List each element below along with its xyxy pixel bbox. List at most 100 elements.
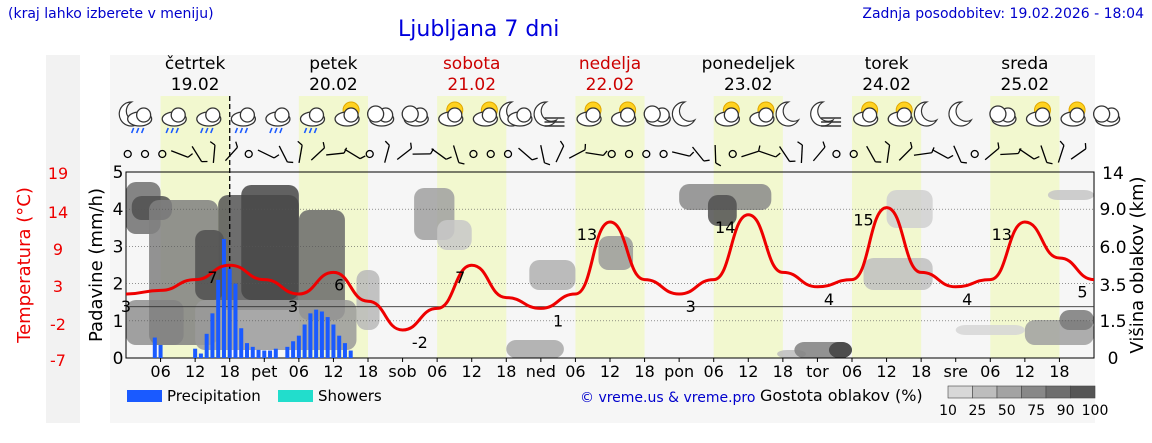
y-left-tick-label: 3 [113, 237, 124, 257]
wind-feather [689, 151, 695, 157]
wind-shaft [779, 146, 791, 162]
x-tick-label: 06 [704, 362, 724, 381]
cloud-puff [170, 107, 186, 123]
rain-drop [308, 127, 313, 134]
cloud-puff [343, 107, 359, 123]
temp-tick-label: 14 [48, 203, 68, 222]
cloud-icon [989, 105, 1017, 127]
precipitation-bar [256, 349, 261, 358]
wind-barb [310, 142, 326, 161]
temp-tick-label: 3 [53, 277, 63, 296]
wind-barb [1070, 142, 1087, 160]
cloud-puff [516, 107, 532, 123]
wind-barb [671, 151, 695, 157]
wind-barb [585, 150, 608, 157]
precipitation-bar [233, 283, 238, 358]
calm-wind-mark [659, 149, 668, 159]
wind-barb [224, 141, 239, 162]
cloud-rain-icon [196, 107, 222, 134]
day-name: ponedeljek [702, 54, 796, 74]
cloud-density-swatch [1021, 385, 1047, 399]
precipitation-bar [250, 346, 255, 358]
day-date: 24.02 [862, 75, 911, 95]
cloud-puff [481, 107, 498, 123]
precipitation-bar [319, 311, 324, 358]
wind-feather [1046, 161, 1053, 165]
temperature-line [125, 206, 1095, 332]
wind-shaft [953, 145, 962, 163]
wind-shaft [1070, 148, 1087, 160]
cloud-density-tick: 90 [1057, 403, 1075, 419]
temperature-label: 5 [1077, 283, 1087, 302]
calm-wind-mark [123, 149, 132, 159]
precipitation-bar [204, 333, 209, 358]
wind-barb [209, 141, 216, 164]
x-tick-label: 06 [842, 362, 862, 381]
moon-icon [775, 101, 801, 127]
wind-feather [235, 141, 239, 148]
precipitation-bar [239, 328, 244, 358]
cloud-rain-icon [230, 107, 257, 134]
precipitation-bar [308, 313, 313, 358]
wind-barb [1018, 148, 1040, 160]
day-date: 23.02 [724, 75, 773, 95]
sun-cloud-icon [438, 101, 464, 127]
wind-shaft [310, 147, 325, 161]
wind-shaft [257, 149, 275, 159]
rain-drop [244, 127, 249, 134]
x-tick-label: 18 [358, 362, 378, 381]
precipitation-swatch [127, 390, 162, 402]
wind-barb [741, 145, 761, 158]
calm-wind-mark [140, 149, 150, 159]
cloud-icon [366, 105, 395, 127]
wind-shaft [931, 149, 949, 159]
x-tick-label: 06 [150, 362, 170, 381]
sun-cloud-icon [610, 101, 637, 127]
wind-feather [1059, 140, 1065, 146]
temperature-label: 7 [455, 268, 465, 287]
cloud-puff [401, 105, 419, 123]
precipitation-bar [245, 343, 249, 358]
wind-shaft [691, 146, 705, 162]
x-tick-label: 18 [1049, 362, 1069, 381]
wind-barb [953, 145, 967, 164]
y-right-tick-label: 3.5 [1099, 276, 1126, 296]
wind-barb [691, 146, 710, 162]
cloud-density-swatch [996, 385, 1022, 399]
wind-shaft [1057, 145, 1065, 163]
page-title: Ljubljana 7 dni [398, 17, 560, 42]
wind-feather [209, 141, 216, 146]
calm-wind-mark [970, 149, 979, 159]
wind-barb [396, 142, 413, 161]
x-tick-label: pon [664, 362, 694, 381]
wind-shaft [585, 151, 604, 157]
moon-shape [948, 101, 973, 127]
sun-cloud-icon [472, 101, 499, 127]
moon-shape [810, 101, 835, 127]
wind-shaft [540, 145, 546, 163]
cloud-puff [239, 107, 256, 123]
cloud-puff [1034, 107, 1051, 123]
x-tick-label: 18 [634, 362, 654, 381]
x-tick-label: 18 [773, 362, 793, 381]
rain-drop [165, 127, 169, 134]
wind-shaft [170, 150, 189, 158]
cloud-icon [643, 105, 671, 127]
wind-barb [884, 140, 891, 164]
precipitation-bar [342, 343, 347, 358]
copyright-text: © vreme.us & vreme.pro [580, 390, 755, 406]
y-right-tick-label: 9.0 [1099, 200, 1126, 220]
wind-feather [602, 150, 608, 156]
precipitation-bar [302, 324, 307, 358]
wind-barb [812, 141, 826, 162]
daytime-band [713, 96, 783, 358]
cloud-density-swatch [972, 385, 998, 399]
x-tick-label: ned [526, 362, 556, 381]
wind-feather [961, 161, 967, 164]
precipitation-bar [348, 350, 353, 358]
wind-feather [322, 142, 326, 148]
wind-barb [984, 142, 1000, 161]
daytime-band [575, 96, 645, 358]
wind-feather [559, 140, 565, 147]
cloud-puff [135, 107, 152, 123]
